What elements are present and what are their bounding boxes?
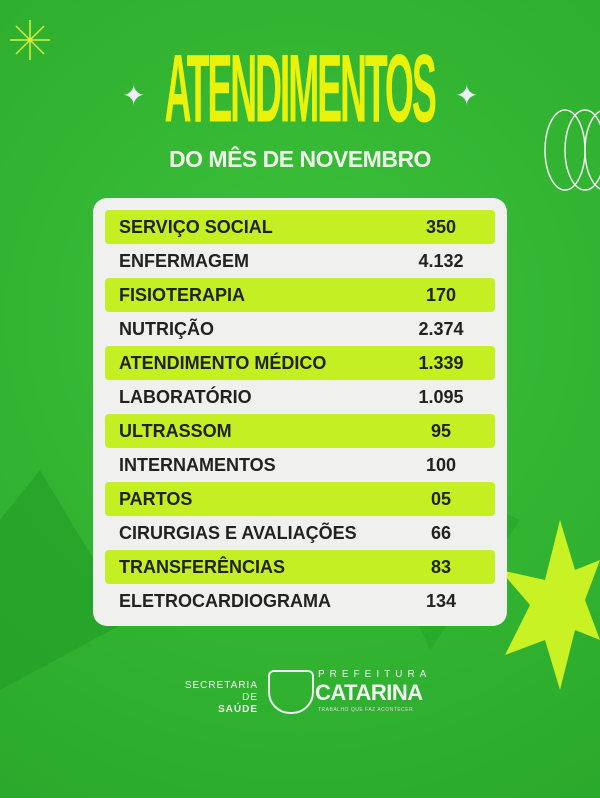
secretaria-line2: SAÚDE [217,704,258,715]
sparkle-icon-left: ✦ [122,80,146,111]
table-row: ENFERMAGEM 4.132 [105,244,495,278]
row-value: 134 [425,590,457,611]
table-row: NUTRIÇÃO 2.374 [105,312,495,346]
row-value: 2.374 [418,318,464,339]
row-label: LABORATÓRIO [119,386,252,407]
stats-table: SERVIÇO SOCIAL 350 ENFERMAGEM 4.132 FISIOTER… [93,198,507,626]
row-value: 4.132 [418,250,464,271]
row-label: NUTRIÇÃO [119,318,214,339]
starburst-shape [500,520,600,690]
row-label: ATENDIMENTO MÉDICO [119,352,327,373]
row-label: ULTRASSOM [119,420,232,441]
table-row: PARTOS 05 [105,482,495,516]
rings-icon [544,109,600,191]
table-row: ATENDIMENTO MÉDICO 1.339 [105,346,495,380]
secretaria-logo: SECRETARIA DE SAÚDE [178,680,258,716]
table-row: INTERNAMENTOS 100 [105,448,495,482]
row-value: 170 [425,284,457,305]
table-row: CIRURGIAS E AVALIAÇÕES 66 [105,516,495,550]
sparkle-icon-right: ✦ [455,80,479,111]
row-value: 83 [430,556,452,577]
row-value: 1.339 [418,352,464,373]
row-label: CIRURGIAS E AVALIAÇÕES [119,522,357,543]
sunburst-icon [10,20,50,60]
leaf-shape-left [0,470,130,690]
row-value: 05 [430,488,452,509]
table-row: LABORATÓRIO 1.095 [105,380,495,414]
row-label: PARTOS [119,488,193,509]
table-row: SERVIÇO SOCIAL 350 [105,210,495,244]
row-label: INTERNAMENTOS [119,454,276,475]
city-name: CATARINA [315,680,423,705]
row-value: 1.095 [418,386,464,407]
table-row: TRANSFERÊNCIAS 83 [105,550,495,584]
tagline: TRABALHO QUE FAZ ACONTECER [318,707,414,713]
row-value: 350 [425,216,457,237]
secretaria-line1: SECRETARIA DE [184,680,258,703]
row-value: 100 [425,454,457,475]
footer-logos: SECRETARIA DE SAÚDE PREFEITURA CATARINA … [0,668,600,718]
row-label: ENFERMAGEM [119,250,249,271]
row-value: 95 [430,420,452,441]
table-row: ULTRASSOM 95 [105,414,495,448]
table-row: ELETROCARDIOGRAMA 134 [105,584,495,618]
row-label: ELETROCARDIOGRAMA [119,590,331,611]
title-container: ATENDIMENTOS [0,42,600,138]
table-row: FISIOTERAPIA 170 [105,278,495,312]
row-label: SERVIÇO SOCIAL [119,216,273,237]
row-value: 66 [430,522,452,543]
row-label: TRANSFERÊNCIAS [119,556,286,577]
prefeitura-label: PREFEITURA [318,669,432,680]
page-title: ATENDIMENTOS [164,36,437,144]
crest-icon [268,670,314,714]
page-subtitle: DO MÊS DE NOVEMBRO [169,146,431,172]
row-label: FISIOTERAPIA [119,284,246,305]
